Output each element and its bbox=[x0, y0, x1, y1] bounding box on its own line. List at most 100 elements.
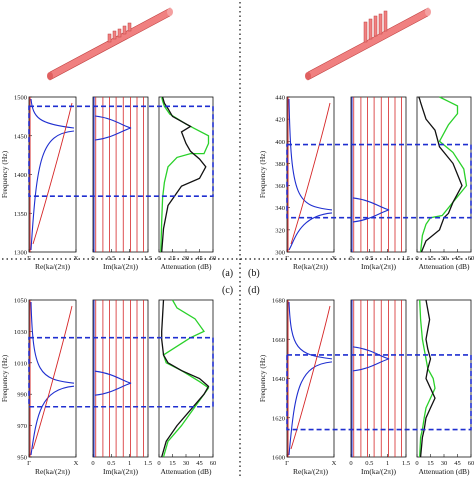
x-tick-label: X bbox=[74, 460, 79, 467]
x-tick-label: 15 bbox=[427, 460, 434, 467]
y-axis-label: Frequency (Hz) bbox=[258, 354, 267, 402]
x-tick-label: 15 bbox=[427, 255, 434, 262]
x-tick-label: 15 bbox=[169, 255, 176, 262]
x-axis-label: Im(ka/(2π)) bbox=[361, 262, 397, 271]
x-tick-label: 60 bbox=[468, 255, 474, 262]
subplot-frame bbox=[92, 299, 149, 458]
x-tick-label: 0 bbox=[91, 255, 94, 262]
x-tick-label: Γ bbox=[285, 460, 289, 467]
mode-curve-upper bbox=[288, 301, 333, 360]
mode-curve-lower bbox=[288, 361, 333, 456]
x-axis-label: Attenuation (dB) bbox=[160, 467, 212, 476]
x-tick-label: 1 bbox=[386, 255, 389, 262]
pipe-illustration-left-icon bbox=[47, 7, 173, 81]
x-tick-label: Γ bbox=[27, 460, 31, 467]
x-tick-label: 60 bbox=[468, 460, 474, 467]
x-tick-label: 60 bbox=[210, 460, 217, 467]
panel-label-c: (c) bbox=[222, 285, 233, 296]
y-tick-label: 970 bbox=[17, 423, 27, 430]
subplot-frame bbox=[158, 96, 214, 253]
attenuation-curve-green bbox=[162, 299, 210, 458]
y-tick-label: 1680 bbox=[272, 298, 285, 305]
x-tick-label: 15 bbox=[169, 460, 176, 467]
y-tick-label: 1450 bbox=[14, 133, 27, 140]
x-tick-label: 0 bbox=[415, 460, 418, 467]
subplot-frame bbox=[350, 96, 407, 253]
band-gap-box bbox=[28, 336, 214, 408]
x-tick-label: Γ bbox=[285, 255, 289, 262]
mode-curve-lower bbox=[30, 130, 75, 251]
y-tick-label: 1050 bbox=[14, 298, 27, 305]
x-tick-label: 1 bbox=[128, 460, 131, 467]
x-tick-label: Γ bbox=[27, 255, 31, 262]
x-axis-label: Re(ka/(2π)) bbox=[35, 467, 71, 476]
y-axis-label: Frequency (Hz) bbox=[258, 150, 267, 198]
y-axis-label: Frequency (Hz) bbox=[0, 354, 9, 402]
x-tick-label: 30 bbox=[183, 255, 190, 262]
panel-label-b: (b) bbox=[248, 268, 260, 279]
x-axis-label: Attenuation (dB) bbox=[418, 262, 470, 271]
x-tick-label: 45 bbox=[454, 255, 461, 262]
y-tick-label: 1600 bbox=[272, 455, 285, 462]
im-peak bbox=[94, 370, 132, 396]
y-axis-label: Frequency (Hz) bbox=[0, 150, 9, 198]
x-axis-label: Im(ka/(2π)) bbox=[103, 262, 139, 271]
y-tick-label: 1400 bbox=[14, 172, 27, 179]
x-tick-label: X bbox=[332, 460, 337, 467]
attenuation-curve-green bbox=[419, 299, 436, 458]
x-tick-label: 0 bbox=[415, 255, 418, 262]
x-tick-label: 45 bbox=[196, 460, 203, 467]
y-tick-label: 440 bbox=[275, 95, 285, 102]
y-tick-label: 1350 bbox=[14, 211, 27, 218]
x-tick-label: 1 bbox=[128, 255, 131, 262]
attenuation-curve-green bbox=[419, 96, 468, 253]
x-tick-label: 0 bbox=[157, 460, 160, 467]
y-tick-label: 340 bbox=[275, 205, 285, 212]
band-gap-box bbox=[286, 143, 472, 219]
y-tick-label: 1620 bbox=[272, 415, 285, 422]
x-tick-label: 60 bbox=[210, 255, 217, 262]
attenuation-curve-black bbox=[161, 96, 207, 253]
mode-curve-upper bbox=[288, 98, 333, 211]
y-tick-label: 1010 bbox=[14, 360, 27, 367]
panel-label-d: (d) bbox=[248, 285, 260, 296]
x-tick-label: 30 bbox=[183, 460, 190, 467]
mode-curve-lower bbox=[288, 212, 333, 251]
subplot-frame bbox=[158, 299, 214, 458]
x-tick-label: 0.5 bbox=[365, 460, 373, 467]
y-tick-label: 1030 bbox=[14, 329, 27, 336]
attenuation-curve-green bbox=[160, 96, 210, 253]
x-axis-label: Attenuation (dB) bbox=[160, 262, 212, 271]
mode-curve-upper bbox=[30, 301, 75, 384]
mode-curve-upper bbox=[30, 98, 75, 129]
x-tick-label: 0.5 bbox=[107, 255, 115, 262]
x-tick-label: 1.5 bbox=[402, 255, 410, 262]
y-tick-label: 1640 bbox=[272, 376, 285, 383]
x-tick-label: 0 bbox=[349, 255, 352, 262]
y-tick-label: 1300 bbox=[14, 250, 27, 257]
y-tick-label: 420 bbox=[275, 117, 285, 124]
x-tick-label: 45 bbox=[196, 255, 203, 262]
x-axis-label: Re(ka/(2π)) bbox=[293, 467, 329, 476]
x-tick-label: 1 bbox=[386, 460, 389, 467]
x-tick-label: 0.5 bbox=[107, 460, 115, 467]
subplot-frame bbox=[28, 96, 77, 253]
im-peak bbox=[352, 346, 390, 372]
x-tick-label: 30 bbox=[441, 460, 448, 467]
y-tick-label: 1660 bbox=[272, 337, 285, 344]
band-gap-box bbox=[28, 105, 214, 198]
x-axis-label: Attenuation (dB) bbox=[418, 467, 470, 476]
re-curve bbox=[290, 102, 331, 245]
pipe-illustration-right-icon bbox=[305, 7, 431, 81]
im-peak bbox=[94, 115, 132, 141]
x-tick-label: 1.5 bbox=[144, 460, 152, 467]
y-tick-label: 360 bbox=[275, 183, 285, 190]
attenuation-curve-black bbox=[419, 299, 436, 458]
x-tick-label: 1.5 bbox=[144, 255, 152, 262]
band-gap-box bbox=[286, 354, 472, 431]
